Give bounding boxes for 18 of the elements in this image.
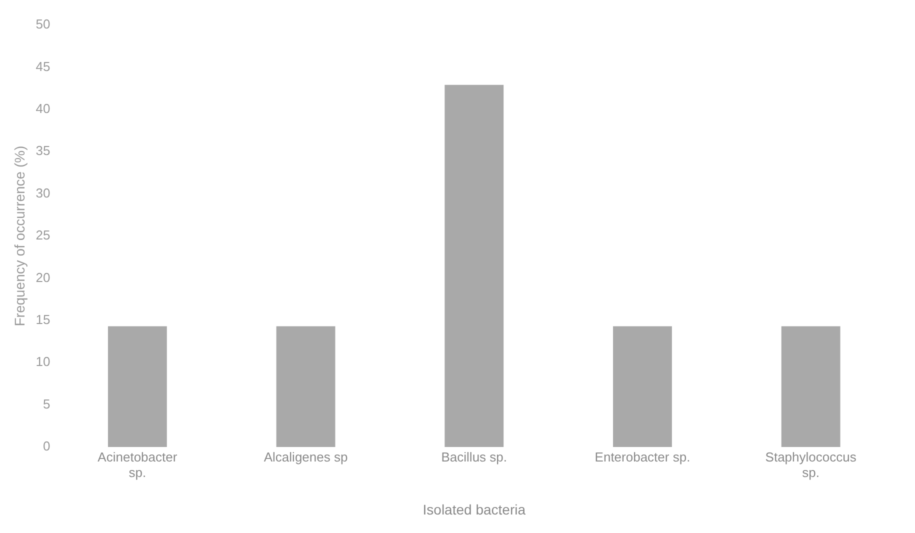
y-tick-label: 5 [43,396,50,412]
y-tick-label: 30 [36,185,50,200]
x-tick-label: Acinetobacter sp. [98,449,178,480]
x-tick-label: Alcaligenes sp [264,449,348,464]
y-tick-label: 40 [36,100,50,116]
y-axis-title: Frequency of occurrence (%) [11,146,28,326]
y-tick-label: 50 [36,16,50,32]
y-tick-label: 0 [43,438,50,454]
x-tick-label: Staphylococcus sp. [765,449,857,480]
y-tick-label: 10 [36,354,50,370]
y-tick-label: 25 [36,228,50,243]
y-tick-label: 20 [36,270,50,285]
x-tick-label: Bacillus sp. [441,449,508,464]
x-axis-title: Isolated bacteria [422,501,526,518]
y-tick-label: 45 [36,58,50,74]
y-tick-label: 35 [36,143,50,158]
y-tick-label: 15 [36,312,50,327]
x-tick-label: Enterobacter sp. [594,449,690,464]
